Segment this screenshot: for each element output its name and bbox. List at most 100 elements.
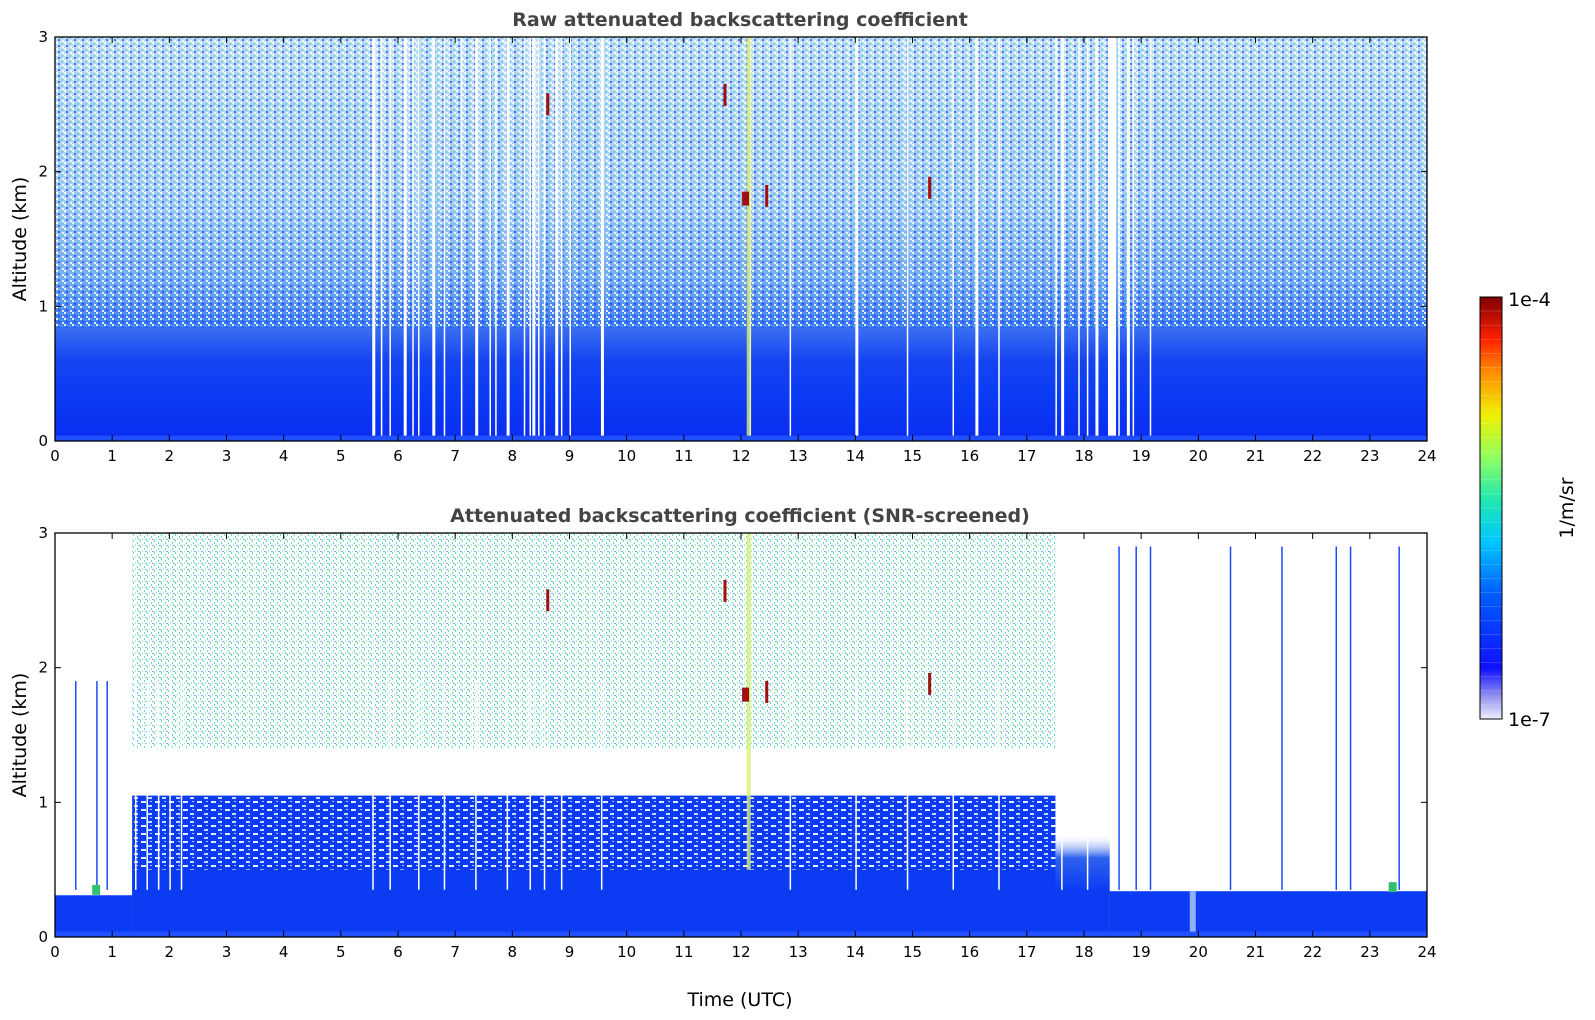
x-tick-label: 7 xyxy=(450,447,460,465)
data-gap-line xyxy=(906,37,909,441)
x-tick-label: 18 xyxy=(1074,447,1093,465)
screened-segment-evening xyxy=(1109,891,1427,937)
screened-streak xyxy=(600,681,603,890)
screened-streak xyxy=(543,681,546,890)
x-tick-label: 24 xyxy=(1417,447,1436,465)
data-gap-line xyxy=(1149,37,1152,441)
colorbar-max-label: 1e-4 xyxy=(1508,289,1551,311)
time-axis-label: Time (UTC) xyxy=(686,989,792,1011)
y-tick-label: 2 xyxy=(38,659,48,677)
data-gap-line xyxy=(555,37,559,441)
y-tick-label: 1 xyxy=(38,297,48,315)
screened-streak xyxy=(180,681,183,890)
y-tick-label: 2 xyxy=(38,163,48,181)
y-tick-label: 1 xyxy=(38,793,48,811)
screened-streak xyxy=(1349,546,1352,890)
screened-plot-area xyxy=(55,533,1427,937)
data-gap-line xyxy=(475,37,479,441)
data-gap-line xyxy=(532,37,536,441)
x-tick-label: 4 xyxy=(279,943,289,961)
x-tick-label: 16 xyxy=(960,447,979,465)
screened-upper-noise xyxy=(132,533,1056,749)
cloud-feature xyxy=(765,680,769,703)
data-gap-line xyxy=(412,37,414,441)
x-tick-label: 8 xyxy=(508,943,518,961)
raw-x-axis: 0 1 2 3 4 5 6 7 8 9 10 11 12 13 14 15 16 17 18 19 20 21 22 23 24 xyxy=(50,37,1437,465)
x-tick-label: 8 xyxy=(508,447,518,465)
x-tick-label: 2 xyxy=(165,943,175,961)
screened-streak xyxy=(372,681,374,890)
x-tick-label: 11 xyxy=(674,943,693,961)
screened-streak xyxy=(1135,546,1137,890)
x-tick-label: 15 xyxy=(903,447,922,465)
x-tick-label: 23 xyxy=(1360,943,1379,961)
screened-streak xyxy=(146,681,148,890)
data-gap-line xyxy=(460,37,463,441)
screened-backscatter-panel: Attenuated backscattering coefficient (S… xyxy=(9,505,1437,1011)
cloud-feature xyxy=(928,672,932,695)
data-gap-line xyxy=(998,37,1000,441)
x-tick-label: 14 xyxy=(846,447,865,465)
x-tick-label: 9 xyxy=(565,943,575,961)
screened-streak xyxy=(560,681,563,890)
raw-noise xyxy=(55,37,1427,328)
screened-streak xyxy=(906,681,909,890)
screened-panel-title: Attenuated backscattering coefficient (S… xyxy=(450,505,1030,527)
colorbar-min-label: 1e-7 xyxy=(1508,709,1551,731)
x-tick-label: 5 xyxy=(336,447,346,465)
x-tick-label: 17 xyxy=(1017,943,1036,961)
screened-streak xyxy=(169,681,171,890)
x-tick-label: 22 xyxy=(1303,943,1322,961)
x-tick-label: 20 xyxy=(1189,447,1208,465)
x-tick-label: 3 xyxy=(222,447,232,465)
data-gap-line xyxy=(1095,37,1099,441)
x-tick-label: 1 xyxy=(107,447,117,465)
x-tick-label: 1 xyxy=(107,943,117,961)
x-tick-label: 14 xyxy=(846,943,865,961)
cloud-feature xyxy=(723,83,727,106)
x-tick-label: 10 xyxy=(617,447,636,465)
screened-streak xyxy=(75,681,77,890)
data-gap-line xyxy=(1118,37,1120,441)
data-gap-line xyxy=(600,37,604,441)
screened-streak xyxy=(443,681,446,890)
spike-feature xyxy=(92,884,101,895)
cloud-feature xyxy=(546,589,550,612)
data-gap-line xyxy=(1132,37,1135,441)
screened-y-axis: 0 1 2 3 xyxy=(38,524,1427,946)
x-tick-label: 4 xyxy=(279,447,289,465)
x-tick-label: 20 xyxy=(1189,943,1208,961)
data-gap-line xyxy=(403,37,407,441)
screened-streak xyxy=(96,681,98,890)
screened-streak xyxy=(952,681,955,890)
cloud-feature xyxy=(723,579,727,602)
x-tick-label: 13 xyxy=(789,447,808,465)
data-gap-band xyxy=(1108,37,1117,441)
x-tick-label: 0 xyxy=(50,447,60,465)
screened-streak xyxy=(529,681,531,890)
colorbar: 1e-4 1e-7 1/m/sr xyxy=(1479,289,1578,731)
data-gap-line xyxy=(1055,37,1057,441)
x-tick-label: 15 xyxy=(903,943,922,961)
screened-segment-early xyxy=(55,895,133,937)
x-tick-label: 13 xyxy=(789,943,808,961)
data-gap-line xyxy=(975,37,979,441)
screened-streak xyxy=(1398,546,1400,890)
aerosol-column xyxy=(746,37,751,441)
screened-streak xyxy=(1229,546,1232,890)
screened-segment-late xyxy=(1055,891,1110,937)
data-gap-line xyxy=(1061,37,1065,441)
screened-streak xyxy=(106,681,108,890)
y-tick-label: 3 xyxy=(38,524,48,542)
gap-band xyxy=(1189,891,1196,937)
x-tick-label: 0 xyxy=(50,943,60,961)
x-tick-label: 5 xyxy=(336,943,346,961)
screened-streak xyxy=(418,681,420,890)
x-tick-label: 19 xyxy=(1132,447,1151,465)
x-tick-label: 6 xyxy=(393,447,403,465)
data-gap-line xyxy=(495,37,497,441)
screened-x-axis: 0 1 2 3 4 5 6 7 8 9 10 11 12 13 14 15 16 17 18 19 20 21 22 23 24 xyxy=(50,533,1437,961)
x-tick-label: 17 xyxy=(1017,447,1036,465)
x-tick-label: 12 xyxy=(731,447,750,465)
